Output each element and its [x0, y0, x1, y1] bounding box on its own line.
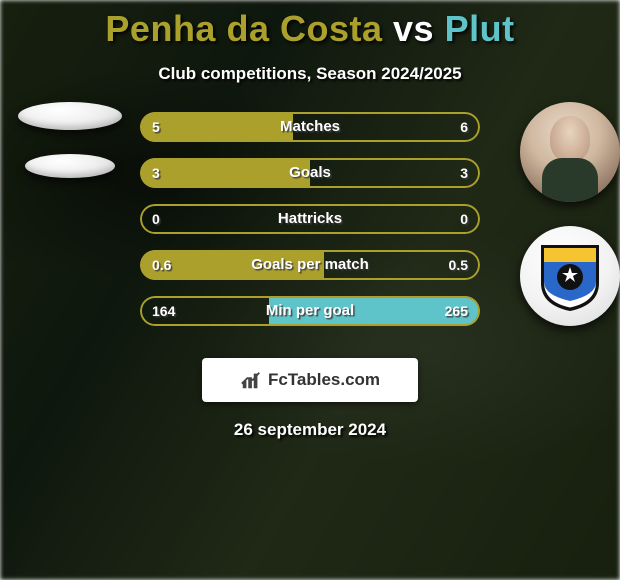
stat-right-value: 265	[445, 296, 468, 326]
infographic: Penha da Costa vs Plut Club competitions…	[0, 0, 620, 440]
left-team-badge	[25, 154, 115, 178]
stat-row: 164Min per goal265	[140, 296, 480, 326]
stat-right-value: 0	[460, 204, 468, 234]
right-team-badge	[520, 226, 620, 326]
stat-right-value: 0.5	[449, 250, 468, 280]
title-left-name: Penha da Costa	[105, 8, 382, 49]
stat-row: 0.6Goals per match0.5	[140, 250, 480, 280]
title-vs: vs	[393, 8, 434, 49]
stat-bars: 5Matches6 3Goals3 0Hattricks0 0.6Goals per …	[140, 112, 480, 342]
stat-label: Hattricks	[140, 204, 480, 234]
right-avatar-column	[510, 102, 620, 326]
title-right-name: Plut	[445, 8, 515, 49]
stat-row: 0Hattricks0	[140, 204, 480, 234]
stat-right-value: 3	[460, 158, 468, 188]
left-player-avatar	[18, 102, 122, 130]
watermark: FcTables.com	[202, 358, 418, 402]
chart-icon	[240, 369, 262, 391]
stat-row: 5Matches6	[140, 112, 480, 142]
stat-row: 3Goals3	[140, 158, 480, 188]
stat-label: Matches	[140, 112, 480, 142]
page-title: Penha da Costa vs Plut	[0, 0, 620, 50]
left-avatar-column	[10, 102, 130, 178]
stat-label: Goals per match	[140, 250, 480, 280]
date-text: 26 september 2024	[0, 420, 620, 440]
stat-label: Min per goal	[140, 296, 480, 326]
watermark-text: FcTables.com	[268, 370, 380, 390]
stat-label: Goals	[140, 158, 480, 188]
subtitle: Club competitions, Season 2024/2025	[0, 64, 620, 84]
comparison-panel: 5Matches6 3Goals3 0Hattricks0 0.6Goals per …	[0, 112, 620, 342]
right-player-avatar	[520, 102, 620, 202]
stat-right-value: 6	[460, 112, 468, 142]
club-badge-icon	[537, 239, 603, 313]
